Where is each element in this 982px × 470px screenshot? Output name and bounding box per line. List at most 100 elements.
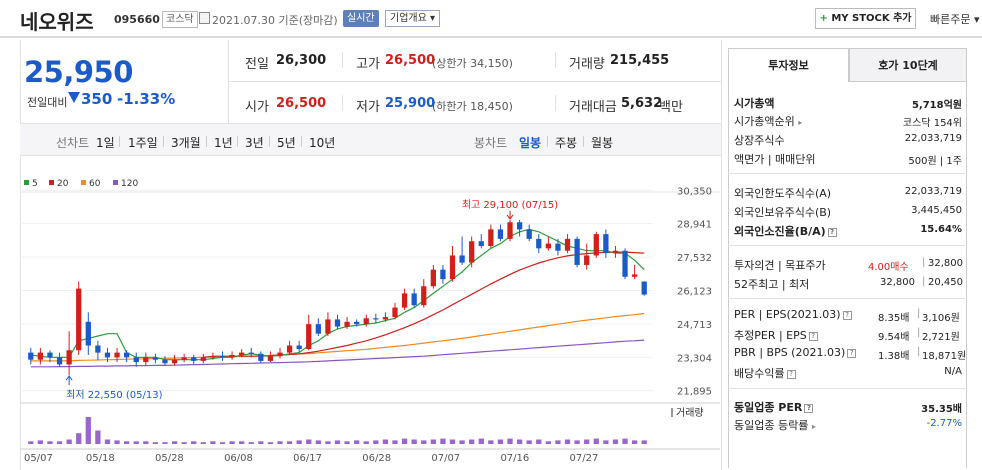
rank-label[interactable]: 시가총액순위 ▸ [734, 113, 802, 129]
help-icon[interactable]: ? [827, 227, 837, 237]
opinion-label: 투자의견 | 목표주가 [734, 259, 826, 272]
candle-body [555, 243, 561, 251]
volume-bar [536, 439, 542, 444]
candle-body [478, 241, 484, 246]
candle-body [239, 352, 245, 355]
candle-body [286, 345, 293, 353]
divider [555, 95, 556, 111]
monthly-candle-tab[interactable]: 월봉 [591, 136, 614, 150]
corp-info-dropdown[interactable]: 기업개요 ▾ [385, 10, 441, 27]
help-icon[interactable]: ? [786, 369, 796, 379]
volume-bar [411, 439, 417, 444]
tab-orderbook[interactable]: 호가 10단계 [849, 48, 967, 82]
quick-order-dropdown[interactable]: 빠른주문 ▾ [930, 11, 980, 27]
quote-row-divider [228, 81, 721, 82]
candle-body [363, 318, 369, 325]
candle-body [469, 241, 475, 263]
period-bar: 선차트 1일 1주일 3개월 1년 3년 5년 10년 봉차트 일봉 주봉 월봉 [20, 123, 721, 156]
wk52-high: 32,800 [880, 277, 915, 288]
ma120-line [30, 339, 645, 368]
candle-body [229, 354, 235, 358]
change-value: 350 [81, 90, 113, 108]
volume-bar [382, 439, 389, 444]
low-value: 25,900 [385, 96, 436, 111]
separator: | [917, 327, 921, 338]
period-10y[interactable]: 10년 [309, 136, 336, 150]
par-label: 액면가 | 매매단위 [734, 153, 816, 166]
line-chart-tab[interactable]: 선차트 [56, 136, 90, 150]
help-icon[interactable]: ? [804, 403, 814, 413]
volume-bar [267, 442, 274, 444]
div-label-text: 배당수익률 [734, 367, 785, 380]
tab-invest-info[interactable]: 투자정보 [728, 48, 849, 82]
separator: | [917, 308, 921, 319]
volume-bar [469, 439, 475, 444]
high-value: 26,500 [385, 53, 436, 68]
help-icon[interactable]: ? [808, 331, 818, 341]
volume-bar [516, 439, 523, 444]
y-tick-label: 24,713 [677, 320, 712, 331]
rank-value: 코스닥 154위 [902, 118, 962, 129]
ma60-line [30, 312, 645, 362]
candle-body [210, 356, 216, 358]
amount-label: 거래대금 [569, 100, 617, 115]
candle-body [392, 307, 398, 318]
period-3m[interactable]: 3개월 [171, 136, 201, 150]
candle-body [104, 352, 111, 358]
period-1w[interactable]: 1주일 [128, 136, 158, 150]
candle-body [171, 359, 178, 364]
candle-body [219, 356, 226, 358]
sector-change-label[interactable]: 동일업종 등락률 ▸ [734, 417, 816, 433]
x-tick-label: 07/07 [431, 453, 460, 464]
volume-bar [507, 438, 513, 444]
period-5y[interactable]: 5년 [277, 136, 296, 150]
volume-bar [593, 438, 599, 444]
weekly-candle-tab[interactable]: 주봉 [555, 136, 578, 150]
period-3y[interactable]: 3년 [245, 136, 264, 150]
chevron-down-icon: ▾ [973, 13, 980, 26]
high-arrow-head [506, 214, 514, 220]
foreign-hold-value: 3,445,450 [911, 205, 962, 216]
volume-bar [526, 440, 532, 444]
divider [342, 95, 343, 111]
volume-bar [334, 440, 341, 444]
candle-body [421, 286, 427, 306]
legend-label: 20 [57, 179, 69, 189]
divider [269, 136, 270, 147]
legend-label: 60 [89, 179, 101, 189]
y-tick-label: 30,350 [677, 186, 712, 197]
divider [728, 245, 967, 246]
realtime-button[interactable]: 실시간 [343, 10, 379, 27]
period-1d[interactable]: 1일 [96, 136, 115, 150]
candle-body [133, 357, 139, 363]
candle-body [631, 274, 638, 277]
candle-body [593, 234, 599, 256]
help-icon[interactable]: ? [847, 348, 857, 358]
volume-bar [286, 441, 293, 444]
volume-bar [56, 441, 63, 444]
volume-bar [449, 439, 456, 444]
stock-chart[interactable]: 30,350 28,941 27,532 26,123 24,713 23,304 21,8… [20, 172, 720, 469]
est-per-label-text: 추정PER | EPS [734, 329, 807, 342]
candle-body [382, 317, 389, 320]
volume-bar [354, 440, 360, 444]
y-tick-label: 26,123 [677, 286, 712, 297]
volume-bar [124, 441, 130, 444]
volume-bar [440, 438, 446, 444]
daily-candle-tab[interactable]: 일봉 [519, 136, 542, 150]
volume-bar [76, 433, 82, 444]
candle-body [85, 321, 91, 346]
candle-body [603, 234, 609, 254]
help-icon[interactable]: ? [842, 310, 852, 320]
period-1y[interactable]: 1년 [214, 136, 233, 150]
candle-body [296, 345, 302, 350]
volume-bar [306, 439, 312, 444]
candle-body [401, 293, 408, 308]
plus-icon: + [819, 13, 828, 24]
candle-body [37, 352, 44, 360]
candle-body [536, 238, 542, 249]
amount-unit: 백만 [659, 100, 683, 115]
volume-bar [258, 441, 264, 444]
add-mystock-button[interactable]: + MY STOCK 추가 [815, 8, 916, 29]
candle-body [95, 345, 101, 353]
